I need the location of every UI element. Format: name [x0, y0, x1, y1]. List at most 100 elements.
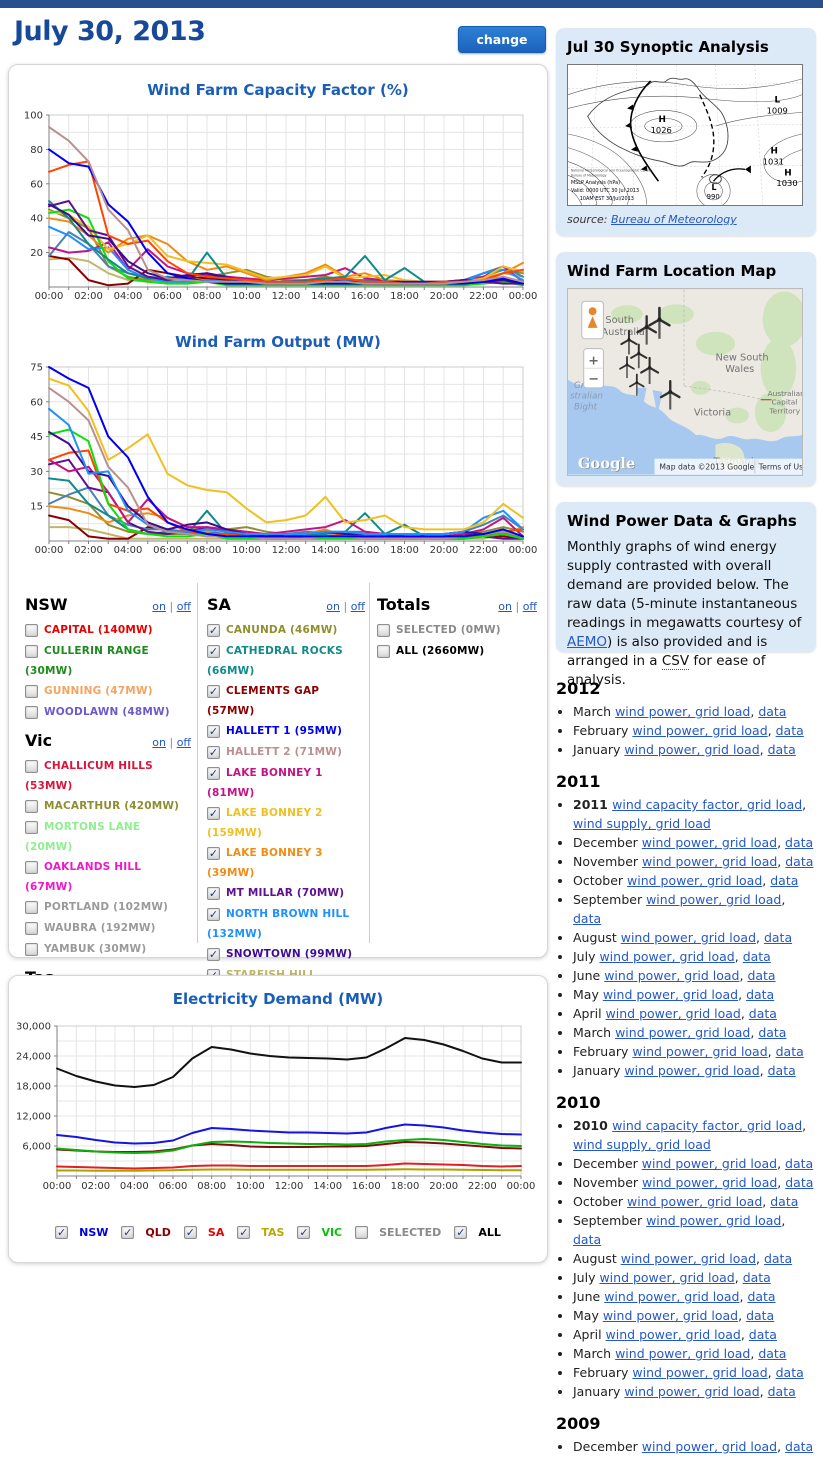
- farm-checkbox-item[interactable]: CULLERIN RANGE (30MW): [25, 641, 191, 681]
- checkbox[interactable]: [25, 860, 38, 874]
- group-off-link[interactable]: off: [350, 600, 365, 613]
- graph-link[interactable]: wind power, grid load: [632, 1365, 768, 1380]
- farm-checkbox-item[interactable]: ✓ MT MILLAR (70MW): [207, 883, 365, 904]
- data-link[interactable]: data: [747, 1289, 776, 1304]
- bom-link[interactable]: Bureau of Meteorology: [610, 213, 737, 226]
- graph-link[interactable]: wind power, grid load: [615, 1025, 751, 1040]
- data-link[interactable]: data: [746, 987, 775, 1002]
- checkbox[interactable]: ✓: [207, 886, 220, 900]
- farm-checkbox-item[interactable]: ✓ LAKE BONNEY 3 (39MW): [207, 843, 365, 883]
- checkbox[interactable]: [25, 623, 38, 637]
- group-on-link[interactable]: on: [326, 600, 340, 613]
- graph-link[interactable]: wind power, grid load: [615, 704, 751, 719]
- data-link[interactable]: data: [775, 1044, 804, 1059]
- data-link[interactable]: data: [758, 704, 787, 719]
- legend-checkbox-nsw[interactable]: ✓ NSW: [55, 1226, 108, 1239]
- checkbox[interactable]: [355, 1226, 369, 1239]
- farm-checkbox-item[interactable]: WAUBRA (192MW): [25, 918, 191, 939]
- legend-checkbox-selected[interactable]: SELECTED: [355, 1226, 441, 1239]
- farm-checkbox-item[interactable]: ✓ CLEMENTS GAP (57MW): [207, 681, 365, 721]
- data-link[interactable]: data: [775, 1365, 804, 1380]
- group-off-link[interactable]: off: [522, 600, 537, 613]
- checkbox[interactable]: ✓: [207, 766, 220, 780]
- graph-link[interactable]: wind power, grid load: [605, 1006, 741, 1021]
- graph-link[interactable]: wind power, grid load: [624, 1384, 760, 1399]
- legend-checkbox-all[interactable]: ✓ ALL: [454, 1226, 501, 1239]
- graph-link[interactable]: wind supply, grid load: [573, 1137, 711, 1152]
- checkbox[interactable]: ✓: [55, 1226, 69, 1239]
- farm-checkbox-item[interactable]: PORTLAND (102MW): [25, 897, 191, 918]
- data-link[interactable]: data: [746, 1308, 775, 1323]
- graph-link[interactable]: wind power, grid load: [599, 1270, 735, 1285]
- farm-checkbox-item[interactable]: ✓ LAKE BONNEY 2 (159MW): [207, 803, 365, 843]
- legend-checkbox-sa[interactable]: ✓ SA: [183, 1226, 224, 1239]
- farm-checkbox-item[interactable]: ✓ LAKE BONNEY 1 (81MW): [207, 763, 365, 803]
- data-link[interactable]: data: [767, 1384, 796, 1399]
- farm-checkbox-item[interactable]: CAPITAL (140MW): [25, 620, 191, 641]
- data-link[interactable]: data: [763, 930, 793, 945]
- change-date-button[interactable]: change date: [458, 26, 546, 72]
- checkbox[interactable]: [377, 623, 390, 637]
- graph-link[interactable]: wind power, grid load: [646, 1213, 782, 1228]
- checkbox[interactable]: ✓: [207, 623, 220, 637]
- group-on-link[interactable]: on: [152, 600, 166, 613]
- checkbox[interactable]: ✓: [183, 1226, 197, 1239]
- graph-link[interactable]: wind power, grid load: [624, 1063, 760, 1078]
- data-link[interactable]: data: [573, 911, 602, 926]
- farm-checkbox-item[interactable]: ✓ NORTH BROWN HILL (132MW): [207, 904, 365, 944]
- data-link[interactable]: data: [758, 1346, 787, 1361]
- checkbox[interactable]: [25, 684, 38, 698]
- checkbox[interactable]: [25, 942, 38, 956]
- farm-checkbox-item[interactable]: SELECTED (0MW): [377, 620, 537, 641]
- graph-link[interactable]: wind power, grid load: [604, 968, 740, 983]
- data-link[interactable]: data: [747, 968, 776, 983]
- checkbox[interactable]: [25, 921, 38, 935]
- farm-checkbox-item[interactable]: ✓ CATHEDRAL ROCKS (66MW): [207, 641, 365, 681]
- checkbox[interactable]: ✓: [207, 947, 220, 961]
- graph-link[interactable]: wind power, grid load: [620, 930, 756, 945]
- graph-link[interactable]: wind power, grid load: [632, 723, 768, 738]
- checkbox[interactable]: ✓: [207, 806, 220, 820]
- checkbox[interactable]: [25, 705, 38, 719]
- checkbox[interactable]: ✓: [207, 684, 220, 698]
- checkbox[interactable]: ✓: [121, 1226, 135, 1239]
- checkbox[interactable]: ✓: [207, 846, 220, 860]
- location-map-image[interactable]: South Australia New South Wales Victoria…: [567, 288, 803, 476]
- graph-link[interactable]: wind power, grid load: [641, 1439, 778, 1454]
- farm-checkbox-item[interactable]: ALL (2660MW): [377, 641, 537, 662]
- checkbox[interactable]: [25, 820, 38, 834]
- data-link[interactable]: data: [785, 854, 814, 869]
- data-link[interactable]: data: [758, 1025, 787, 1040]
- graph-link[interactable]: wind power, grid load: [620, 1251, 756, 1266]
- graph-link[interactable]: wind power, grid load: [615, 1346, 751, 1361]
- graph-link[interactable]: wind power, grid load: [602, 987, 739, 1002]
- data-link[interactable]: data: [767, 1063, 796, 1078]
- data-link[interactable]: data: [785, 1156, 814, 1171]
- data-link[interactable]: data: [785, 1439, 814, 1454]
- group-on-link[interactable]: on: [152, 736, 166, 749]
- data-link[interactable]: data: [785, 1175, 814, 1190]
- graph-link[interactable]: wind capacity factor, grid load: [612, 1118, 803, 1133]
- checkbox[interactable]: ✓: [297, 1226, 311, 1239]
- graph-link[interactable]: wind power, grid load: [624, 742, 760, 757]
- checkbox[interactable]: ✓: [207, 907, 220, 921]
- checkbox[interactable]: [25, 759, 38, 773]
- legend-checkbox-tas[interactable]: ✓ TAS: [237, 1226, 284, 1239]
- graph-link[interactable]: wind power, grid load: [642, 1175, 778, 1190]
- checkbox[interactable]: ✓: [207, 724, 220, 738]
- legend-checkbox-qld[interactable]: ✓ QLD: [121, 1226, 171, 1239]
- data-link[interactable]: data: [763, 1251, 793, 1266]
- graph-link[interactable]: wind power, grid load: [604, 1289, 740, 1304]
- data-link[interactable]: data: [742, 949, 771, 964]
- group-on-link[interactable]: on: [498, 600, 512, 613]
- graph-link[interactable]: wind power, grid load: [599, 949, 735, 964]
- checkbox[interactable]: [377, 644, 390, 658]
- checkbox[interactable]: ✓: [207, 644, 220, 658]
- data-link[interactable]: data: [742, 1270, 771, 1285]
- graph-link[interactable]: wind power, grid load: [641, 1156, 778, 1171]
- graph-link[interactable]: wind power, grid load: [627, 1194, 763, 1209]
- legend-checkbox-vic[interactable]: ✓ VIC: [297, 1226, 342, 1239]
- data-link[interactable]: data: [770, 873, 799, 888]
- aemo-link[interactable]: AEMO: [567, 634, 608, 650]
- data-link[interactable]: data: [775, 723, 804, 738]
